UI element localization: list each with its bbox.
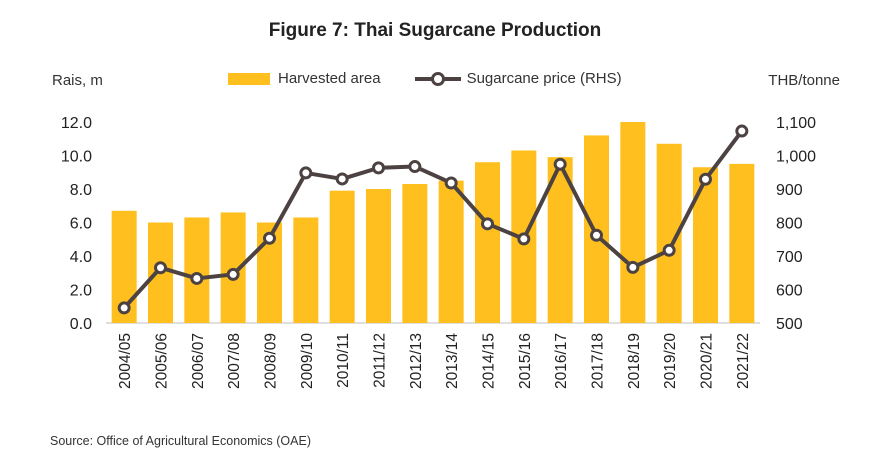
point-sugarcane-price <box>263 231 276 245</box>
legend-label-sugarcane-price: Sugarcane price (RHS) <box>466 70 622 87</box>
y-left-tick-label: 10.0 <box>61 149 92 166</box>
bar-harvested-area <box>366 189 391 323</box>
bar-harvested-area <box>402 183 428 323</box>
point-sugarcane-price <box>335 172 349 186</box>
x-tick-label: 2017/18 <box>590 333 607 389</box>
y-right-tick-label: 600 <box>776 283 803 300</box>
source-note: Source: Office of Agricultural Economics… <box>50 434 311 448</box>
line-sugarcane-price <box>122 129 744 310</box>
legend-item-sugarcane-price: Sugarcane price (RHS) <box>414 70 622 87</box>
point-sugarcane-price <box>408 160 422 174</box>
point-sugarcane-price <box>590 228 603 242</box>
right-axis-unit-label: THB/tonne <box>768 72 840 89</box>
x-tick-label: 2009/10 <box>299 333 316 389</box>
x-tick-label: 2014/15 <box>481 333 498 389</box>
point-sugarcane-price <box>626 260 640 274</box>
x-tick-label: 2011/12 <box>372 333 389 388</box>
y-left-tick-label: 6.0 <box>70 216 92 233</box>
y-right-tick-label: 900 <box>776 182 803 199</box>
x-tick-label: 2006/07 <box>190 333 207 389</box>
legend-label-harvested-area: Harvested area <box>278 70 381 87</box>
y-right-tick-label: 700 <box>776 249 803 266</box>
x-tick-label: 2005/06 <box>154 333 171 389</box>
chart-legend: Harvested area Sugarcane price (RHS) <box>228 70 656 87</box>
point-sugarcane-price <box>735 124 749 138</box>
x-tick-label: 2013/14 <box>444 333 461 389</box>
bar-harvested-area <box>184 217 210 323</box>
y-right-tick-label: 1,100 <box>776 115 816 132</box>
y-left-tick-label: 8.0 <box>70 182 92 199</box>
bar-harvested-area <box>438 180 464 323</box>
x-tick-label: 2010/11 <box>335 333 352 388</box>
point-sugarcane-price <box>699 172 712 186</box>
x-tick-label: 2004/05 <box>117 333 134 389</box>
point-sugarcane-price <box>154 261 167 275</box>
point-sugarcane-price <box>444 176 458 190</box>
legend-bar-swatch <box>228 72 270 85</box>
y-left-tick-label: 4.0 <box>70 249 92 266</box>
x-tick-label: 2019/20 <box>662 333 679 389</box>
x-tick-label: 2012/13 <box>408 333 425 389</box>
x-tick-label: 2016/17 <box>553 333 570 389</box>
y-right-tick-label: 500 <box>776 316 803 333</box>
x-tick-label: 2008/09 <box>263 333 280 389</box>
y-right-tick-label: 800 <box>776 216 803 233</box>
bar-harvested-area <box>293 217 319 323</box>
point-sugarcane-price <box>372 161 385 175</box>
bar-harvested-area <box>693 167 718 323</box>
point-sugarcane-price <box>117 301 131 315</box>
point-sugarcane-price <box>226 267 240 281</box>
bar-harvested-area <box>620 122 646 323</box>
point-sugarcane-price <box>481 217 494 231</box>
point-sugarcane-price <box>299 166 313 180</box>
bar-harvested-area <box>729 163 755 323</box>
point-sugarcane-price <box>517 232 531 246</box>
bar-harvested-area <box>329 190 355 323</box>
x-tick-label: 2021/22 <box>735 333 752 389</box>
x-tick-label: 2018/19 <box>626 333 643 389</box>
y-left-tick-label: 2.0 <box>70 283 92 300</box>
x-tick-label: 2020/21 <box>699 333 716 389</box>
x-tick-label: 2007/08 <box>226 333 243 389</box>
point-sugarcane-price <box>190 271 204 285</box>
y-left-tick-label: 0.0 <box>70 316 92 333</box>
left-axis-unit-label: Rais, m <box>52 72 103 89</box>
point-sugarcane-price <box>662 243 676 257</box>
legend-line-swatch <box>414 71 461 86</box>
x-tick-label: 2015/16 <box>517 333 534 389</box>
y-left-tick-label: 12.0 <box>61 115 92 132</box>
point-sugarcane-price <box>553 157 567 171</box>
legend-item-harvested-area: Harvested area <box>228 70 381 87</box>
chart-title: Figure 7: Thai Sugarcane Production <box>268 20 602 41</box>
y-right-tick-label: 1,000 <box>776 149 816 166</box>
bar-harvested-area <box>475 162 500 323</box>
